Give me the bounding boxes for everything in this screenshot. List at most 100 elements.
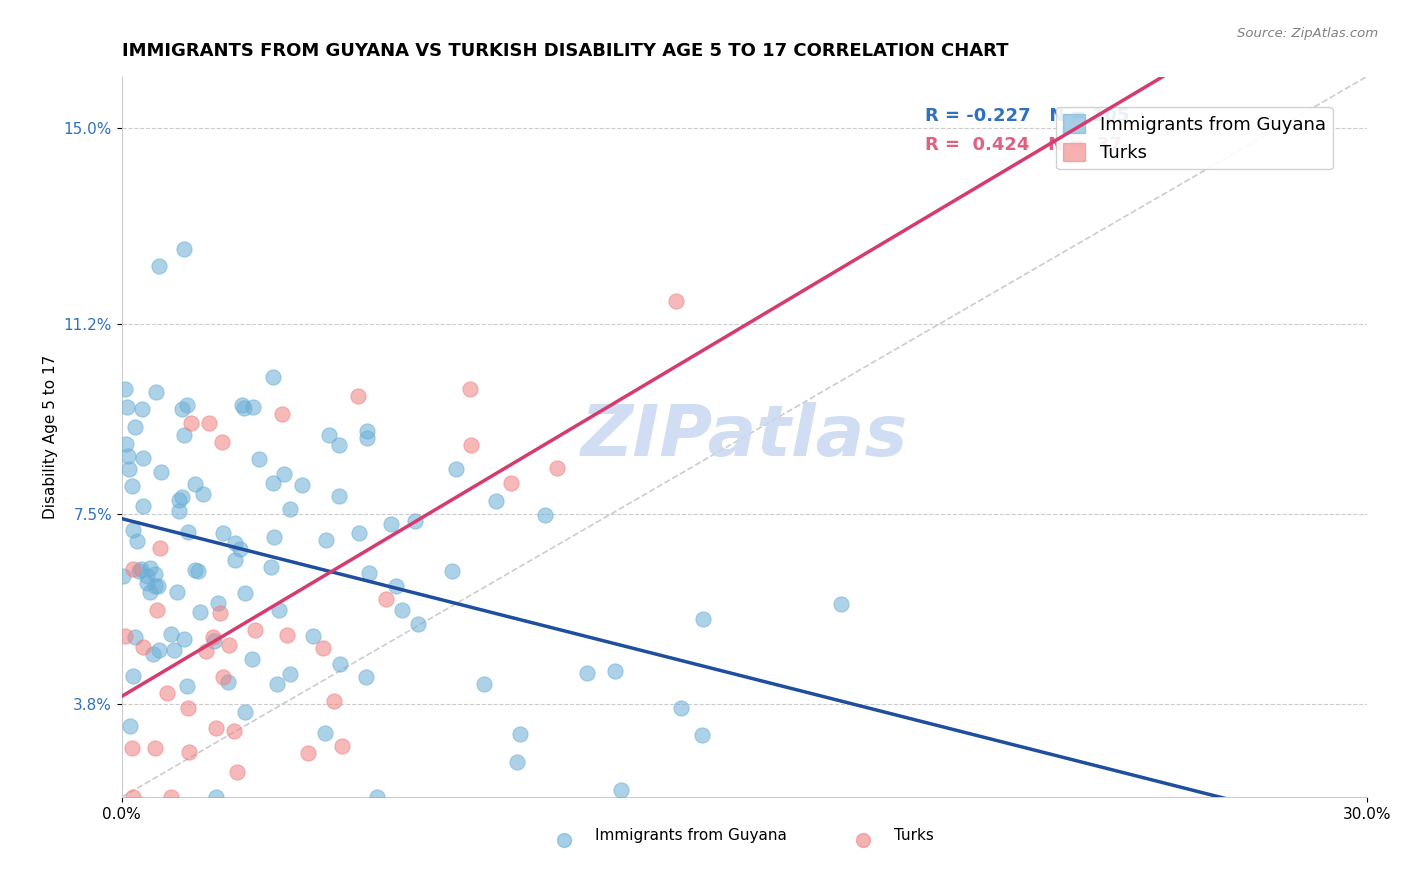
Point xyxy=(208,606,231,620)
Point xyxy=(193,487,215,501)
Point xyxy=(177,524,200,539)
Point xyxy=(121,790,143,805)
Point xyxy=(356,424,378,438)
Point xyxy=(404,514,426,528)
Point xyxy=(262,476,284,491)
Point xyxy=(180,416,202,430)
Point xyxy=(671,700,693,714)
Point xyxy=(605,665,627,679)
Point xyxy=(228,542,250,557)
Point xyxy=(576,666,599,681)
Point xyxy=(136,576,159,591)
Point xyxy=(114,382,136,396)
Point xyxy=(202,633,225,648)
Point xyxy=(160,790,183,805)
Point xyxy=(260,560,283,574)
Point xyxy=(148,643,170,657)
Point xyxy=(499,476,522,491)
Point xyxy=(156,686,179,700)
Point xyxy=(242,400,264,414)
Point xyxy=(323,694,346,708)
Point xyxy=(124,419,146,434)
Point xyxy=(460,437,482,451)
Point xyxy=(830,597,852,611)
Point xyxy=(173,427,195,442)
Point xyxy=(163,642,186,657)
Point xyxy=(291,478,314,492)
Point xyxy=(328,438,350,452)
Point xyxy=(391,603,413,617)
Text: Turks: Turks xyxy=(894,829,934,843)
Point xyxy=(226,765,249,780)
Point xyxy=(166,584,188,599)
Point xyxy=(205,721,228,735)
Point xyxy=(278,666,301,681)
Point xyxy=(127,534,149,549)
Point xyxy=(276,628,298,642)
Point xyxy=(318,428,340,442)
Point xyxy=(122,562,145,576)
Point xyxy=(509,727,531,741)
Point xyxy=(184,563,207,577)
Point xyxy=(380,517,402,532)
Point xyxy=(172,490,194,504)
Point xyxy=(610,782,633,797)
Point xyxy=(212,526,235,541)
Point xyxy=(131,401,153,416)
Point xyxy=(129,562,152,576)
Point xyxy=(408,617,430,632)
Point xyxy=(198,416,221,430)
Point xyxy=(240,652,263,666)
Point xyxy=(211,434,233,449)
Point xyxy=(118,718,141,732)
Point xyxy=(115,436,138,450)
Point xyxy=(356,431,378,445)
Point xyxy=(546,461,568,475)
Point xyxy=(128,564,150,578)
Point xyxy=(273,467,295,481)
Point xyxy=(148,259,170,273)
Text: Immigrants from Guyana: Immigrants from Guyana xyxy=(595,829,787,843)
Point xyxy=(218,638,240,652)
Point xyxy=(534,508,557,523)
Point xyxy=(115,401,138,415)
Text: Source: ZipAtlas.com: Source: ZipAtlas.com xyxy=(1237,27,1378,40)
Point xyxy=(278,502,301,516)
Point xyxy=(315,533,337,547)
Text: R = -0.227   N = 105: R = -0.227 N = 105 xyxy=(925,107,1129,125)
Point xyxy=(194,644,217,658)
Point xyxy=(302,629,325,643)
Point xyxy=(131,640,153,654)
Point xyxy=(692,612,714,626)
Point xyxy=(111,568,134,582)
Point xyxy=(458,383,481,397)
Point xyxy=(356,670,378,684)
Point xyxy=(186,564,208,578)
Point xyxy=(143,741,166,756)
Point xyxy=(665,293,688,308)
Point xyxy=(176,679,198,693)
Point xyxy=(118,462,141,476)
Point xyxy=(145,602,167,616)
Point xyxy=(472,677,495,691)
Point xyxy=(211,670,233,684)
Point xyxy=(347,389,370,403)
Point xyxy=(485,494,508,508)
Point xyxy=(690,728,713,742)
Point xyxy=(146,579,169,593)
Point xyxy=(150,465,173,479)
Point xyxy=(145,384,167,399)
Point xyxy=(132,499,155,513)
Point xyxy=(222,724,245,739)
Point xyxy=(184,477,207,491)
Point xyxy=(114,629,136,643)
Point xyxy=(121,741,143,756)
Point xyxy=(202,630,225,644)
Text: IMMIGRANTS FROM GUYANA VS TURKISH DISABILITY AGE 5 TO 17 CORRELATION CHART: IMMIGRANTS FROM GUYANA VS TURKISH DISABI… xyxy=(122,42,1008,60)
Point xyxy=(145,579,167,593)
Point xyxy=(359,566,381,581)
Point xyxy=(160,626,183,640)
Point xyxy=(135,569,157,583)
Point xyxy=(124,631,146,645)
Point xyxy=(142,648,165,662)
